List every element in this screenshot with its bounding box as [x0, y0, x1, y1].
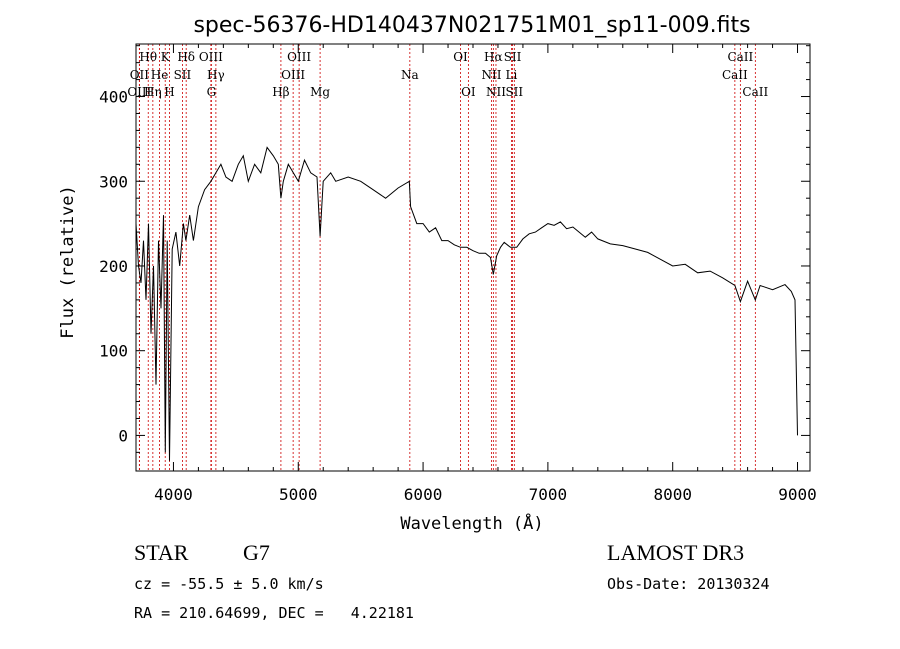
line-label: CaII — [742, 85, 768, 99]
x-tick-label: 8000 — [653, 485, 692, 504]
x-tick-label: 4000 — [154, 485, 193, 504]
line-label: CaII — [727, 50, 753, 64]
line-label: Mg — [310, 85, 330, 99]
spectrum-line — [135, 146, 798, 461]
line-label: Li — [506, 68, 518, 82]
line-label: Hη — [144, 85, 162, 99]
line-label: H — [164, 85, 174, 99]
line-label: NII — [481, 68, 501, 82]
line-label: Hβ — [272, 85, 289, 99]
x-tick-label: 5000 — [279, 485, 318, 504]
line-label: OI — [453, 50, 468, 64]
line-label: OIII — [287, 50, 311, 64]
y-tick-label: 100 — [99, 342, 128, 361]
line-label: OII — [130, 68, 150, 82]
y-tick-label: 0 — [118, 426, 128, 445]
line-label: CaII — [722, 68, 748, 82]
line-label: Hθ — [139, 50, 157, 64]
x-tick-label: 6000 — [404, 485, 443, 504]
redshift-cz: cz = -55.5 ± 5.0 km/s — [134, 575, 324, 593]
y-axis-label: Flux (relative) — [58, 185, 78, 339]
ra-dec: RA = 210.64699, DEC = 4.22181 — [134, 604, 414, 622]
survey-name: LAMOST DR3 — [607, 540, 745, 565]
line-label: G — [207, 85, 217, 99]
line-label: OI — [461, 85, 476, 99]
y-tick-label: 300 — [99, 172, 128, 191]
y-tick-label: 400 — [99, 88, 128, 107]
chart-title: spec-56376-HD140437N021751M01_sp11-009.f… — [193, 13, 750, 38]
line-markers — [138, 44, 756, 471]
line-label: Na — [401, 68, 419, 82]
object-class: STAR — [134, 540, 189, 565]
y-tick-label: 200 — [99, 257, 128, 276]
line-label: OIII — [199, 50, 223, 64]
line-label: NII — [486, 85, 506, 99]
object-subclass: G7 — [243, 540, 270, 565]
y-axis: 0 100 200 300 400 — [99, 45, 810, 453]
line-label: SII — [504, 50, 522, 64]
line-label: He — [151, 68, 169, 82]
line-label: Hγ — [207, 68, 225, 82]
plot-frame — [135, 43, 811, 472]
x-tick-label: 9000 — [778, 485, 817, 504]
line-label: SII — [174, 68, 192, 82]
line-label: OIII — [127, 85, 151, 99]
x-tick-label: 7000 — [529, 485, 568, 504]
x-axis: 4000 5000 6000 7000 8000 9000 — [154, 44, 817, 504]
line-label: Hα — [484, 50, 503, 64]
line-label: Hδ — [177, 50, 195, 64]
obs-date: Obs-Date: 20130324 — [607, 575, 770, 593]
line-label: OIII — [281, 68, 305, 82]
line-label: SII — [505, 85, 523, 99]
x-axis-label: Wavelength (Å) — [400, 512, 543, 534]
line-label: K — [161, 50, 171, 64]
